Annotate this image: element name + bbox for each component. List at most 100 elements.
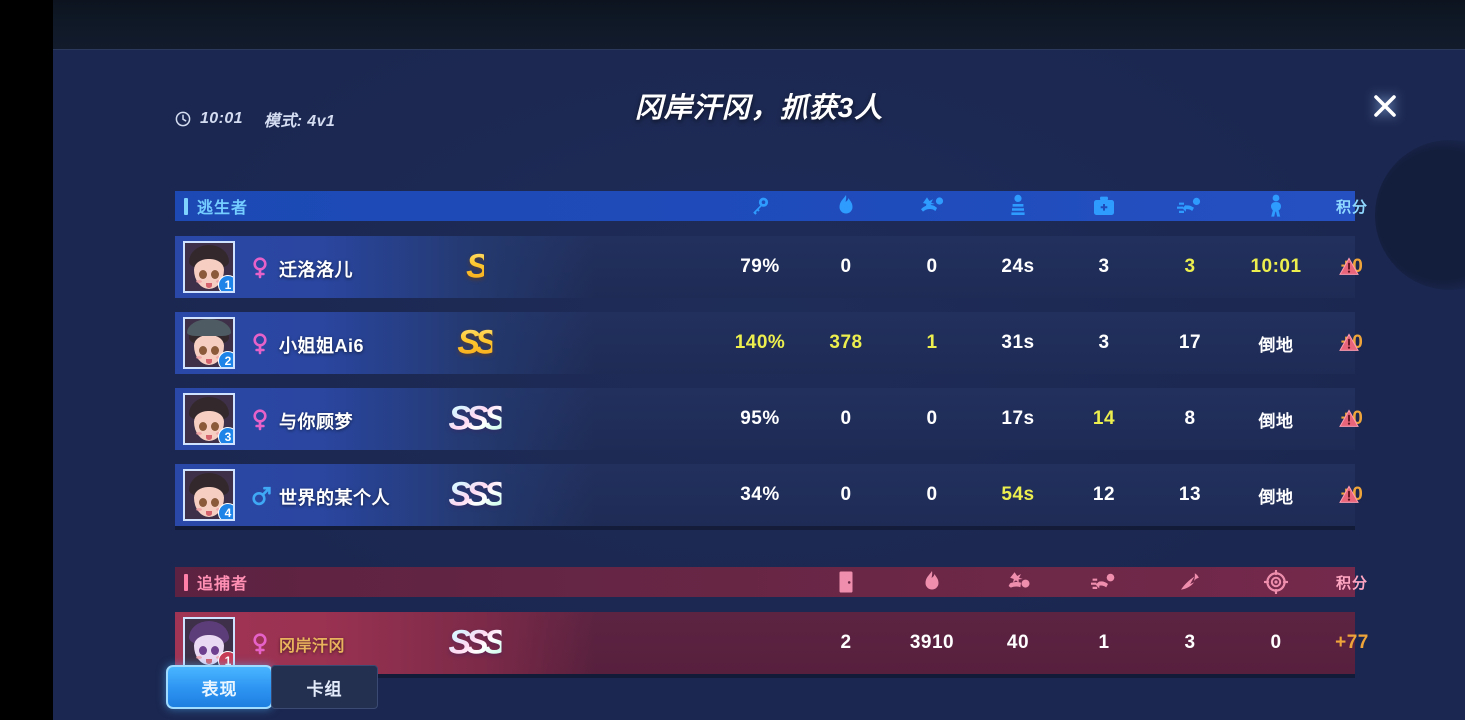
table-row[interactable]: 1 冈岸汗冈 SSS 2 3910 40 1 3 0 +77 [175,612,1368,674]
survivors-section-label: 逃生者 [197,200,249,217]
player-index-badge: 3 [218,427,233,443]
warning-icon[interactable] [1339,333,1359,357]
results-panel: 10:01 模式: 4v1 冈岸汗冈，抓获3人 逃生者 [53,50,1465,720]
stat-cells: 2 3910 40 1 3 0 +77 [605,612,1368,674]
stat-damage: 3910 [909,632,955,653]
survivors-section-header: 逃生者 [175,191,1367,221]
stat-escape: 倒地 [1258,411,1294,431]
hunter-score-column-label: 积分 [1335,574,1368,592]
rank-badge: SSS [448,475,506,514]
avatar: 3 [183,393,235,445]
table-row[interactable]: 2 小姐姐Ai6 SS 140% 378 1 31s 3 17 倒地 [175,312,1363,374]
match-mode: 模式: 4v1 [263,113,336,130]
gender-female-icon [251,257,269,279]
stat-score: +77 [1335,632,1369,653]
match-meta: 10:01 模式: 4v1 [175,107,335,131]
downed-icon [988,567,1048,597]
gender-female-icon [251,333,269,355]
survivor-column-icons: 积分 [605,191,1367,221]
warning-icon[interactable] [1339,409,1359,433]
table-row[interactable]: 4 世界的某个人 SSS 34% 0 0 54s 12 13 倒地 [175,464,1363,526]
tab-performance[interactable]: 表现 [166,665,273,709]
stat-escape: 倒地 [1258,335,1294,355]
stat-decode: 95% [740,408,780,429]
survivor-score-column-label: 积分 [1335,198,1368,216]
stat-damage: 378 [829,332,863,353]
player-name: 世界的某个人 [279,488,390,508]
chair-icon [988,191,1048,221]
target-icon [1246,567,1306,597]
stat-cells: 79% 0 0 24s 3 3 10:01 +0 [605,236,1363,298]
rank-badge: SSS [448,399,506,438]
hunter-section-label: 追捕者 [197,576,249,593]
section-tick [184,573,188,591]
hit-icon [1074,567,1134,597]
stat-heal: 3 [1098,332,1110,353]
stat-damage: 0 [840,256,852,277]
claw-icon [1160,567,1220,597]
stat-claw: 3 [1184,632,1196,653]
door-icon [816,567,876,597]
stun-icon [1160,191,1220,221]
stat-heal: 12 [1092,484,1116,505]
footer-tabs: 表现 卡组 [166,665,378,709]
player-name: 与你顾梦 [279,412,353,432]
stat-downed: 40 [1006,632,1030,653]
top-status-strip [53,0,1465,50]
flame-icon [816,191,876,221]
close-button[interactable] [1365,86,1405,126]
avatar: 1 [183,241,235,293]
gender-male-icon [251,485,271,507]
gender-female-icon [251,409,269,431]
stat-heal: 14 [1092,408,1116,429]
player-index-badge: 1 [218,275,233,291]
table-row[interactable]: 1 迁洛洛儿 S 79% 0 0 24s 3 3 10:01 [175,236,1363,298]
hunter-column-icons: 积分 [605,567,1367,597]
stat-cells: 95% 0 0 17s 14 8 倒地 +0 [605,388,1363,450]
player-index-badge: 1 [218,651,233,667]
stat-decode: 34% [740,484,780,505]
stat-chair: 17s [1001,408,1035,429]
stat-rescue: 0 [926,256,938,277]
section-divider [175,674,1355,678]
player-identity: 1 迁洛洛儿 S [175,236,595,298]
tab-deck[interactable]: 卡组 [271,665,378,709]
stat-cells: 34% 0 0 54s 12 13 倒地 +0 [605,464,1363,526]
stat-heal: 3 [1098,256,1110,277]
stat-escape: 倒地 [1258,487,1294,507]
stat-hit: 1 [1098,632,1110,653]
page-title: 冈岸汗冈，抓获3人 [634,92,884,123]
flame-icon [902,567,962,597]
stat-cells: 140% 378 1 31s 3 17 倒地 +0 [605,312,1363,374]
stat-rescue: 0 [926,484,938,505]
stat-decode: 140% [734,332,786,353]
player-identity: 4 世界的某个人 SSS [175,464,595,526]
rescue-icon [902,191,962,221]
gender-female-icon [251,633,269,655]
key-icon [730,191,790,221]
stat-gate: 2 [840,632,852,653]
avatar: 4 [183,469,235,521]
table-row[interactable]: 3 与你顾梦 SSS 95% 0 0 17s 14 8 倒地 [175,388,1363,450]
stat-rescue: 1 [926,332,938,353]
stat-chair: 24s [1001,256,1035,277]
warning-icon[interactable] [1339,485,1359,509]
stat-chair: 31s [1001,332,1035,353]
player-identity: 3 与你顾梦 SSS [175,388,595,450]
clock-icon [175,111,191,127]
player-index-badge: 2 [218,351,233,367]
player-name: 迁洛洛儿 [279,260,353,280]
rank-badge: SSS [448,623,506,662]
stat-damage: 0 [840,484,852,505]
avatar: 2 [183,317,235,369]
stat-rescue: 0 [926,408,938,429]
player-identity: 1 冈岸汗冈 SSS [175,612,595,674]
rank-badge: SS [457,323,497,362]
escape-icon [1246,191,1306,221]
stat-stun: 13 [1178,484,1202,505]
medkit-icon [1074,191,1134,221]
warning-icon[interactable] [1339,257,1359,281]
stat-decode: 79% [740,256,780,277]
avatar: 1 [183,617,235,669]
